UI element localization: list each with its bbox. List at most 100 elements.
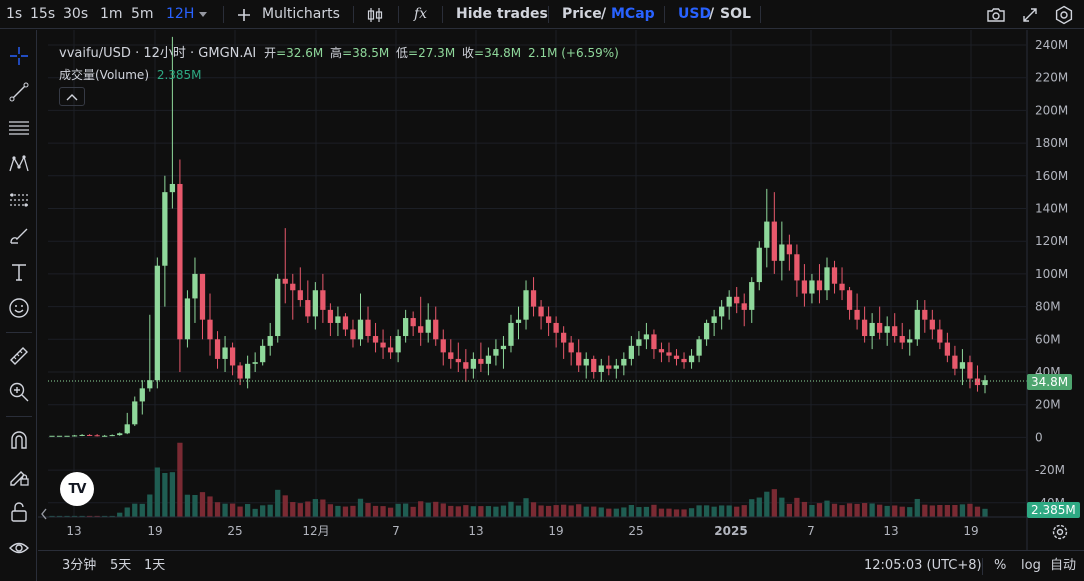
- brush-tool[interactable]: [5, 222, 33, 250]
- pattern-tool[interactable]: [5, 150, 33, 178]
- volume-bar: [703, 505, 710, 517]
- interval-12h[interactable]: 12H: [166, 6, 195, 22]
- interval-1s[interactable]: 1s: [6, 6, 23, 22]
- candle-body: [636, 339, 642, 346]
- multicharts-button[interactable]: Multicharts: [236, 0, 340, 29]
- sol-toggle[interactable]: SOL: [720, 6, 751, 22]
- ruler-tool[interactable]: [5, 342, 33, 370]
- volume-bar: [854, 503, 860, 517]
- volume-bar: [169, 472, 176, 517]
- collapse-legend-button[interactable]: [59, 87, 85, 106]
- indicators-button[interactable]: fx: [414, 0, 427, 29]
- timezone-clock[interactable]: 12:05:03 (UTC+8): [864, 558, 982, 573]
- trendline-tool[interactable]: [5, 78, 33, 106]
- candle-body: [643, 334, 650, 340]
- camera-icon: [987, 7, 1005, 22]
- volume-bar: [350, 505, 356, 517]
- chart-grid: [48, 30, 1026, 517]
- volume-bar: [568, 505, 574, 517]
- candle-body: [229, 347, 236, 366]
- usd-toggle[interactable]: USD: [678, 6, 712, 22]
- interval-dropdown[interactable]: [198, 0, 208, 29]
- interval-15s[interactable]: 15s: [30, 6, 56, 22]
- candle-body: [771, 221, 777, 261]
- log-toggle[interactable]: log: [1021, 558, 1041, 573]
- volume-bar: [922, 504, 928, 517]
- volume-bar: [861, 503, 868, 517]
- volume-bar: [651, 504, 657, 517]
- emoji-tool[interactable]: [5, 294, 33, 322]
- candle-body: [530, 290, 537, 307]
- magnet-tool[interactable]: [5, 426, 33, 454]
- volume-bar: [959, 504, 966, 517]
- volume-bar: [779, 497, 785, 517]
- volume-bar: [884, 505, 890, 517]
- candle-body: [824, 267, 830, 291]
- interval-30s[interactable]: 30s: [63, 6, 89, 22]
- volume-bar: [267, 504, 273, 517]
- volume-bar: [681, 509, 687, 517]
- volume-bar: [576, 504, 582, 517]
- volume-bar: [741, 505, 747, 517]
- candle-body: [214, 339, 221, 359]
- close-label: 收: [462, 46, 475, 60]
- volume-bar: [907, 507, 913, 517]
- price-tick-label: 20M: [1035, 398, 1061, 412]
- toolbar-divider: [442, 6, 443, 23]
- candle-body: [786, 244, 793, 255]
- chart-type-button[interactable]: [366, 0, 384, 29]
- tradingview-logo[interactable]: TV: [60, 472, 94, 506]
- hide-drawings-tool[interactable]: [5, 534, 33, 562]
- candle-body: [433, 319, 439, 340]
- volume-bar: [591, 506, 597, 517]
- volume-label: 成交量(Volume): [59, 68, 149, 82]
- interval-5m[interactable]: 5m: [131, 6, 154, 22]
- price-toggle[interactable]: Price: [562, 6, 602, 22]
- zoom-tool[interactable]: [5, 378, 33, 406]
- volume-bar: [824, 500, 830, 517]
- candle-body: [749, 282, 755, 310]
- range-1d[interactable]: 1天: [144, 558, 166, 573]
- candle-body: [71, 435, 78, 437]
- range-3min[interactable]: 3分钟: [62, 558, 97, 573]
- fib-tool[interactable]: [5, 114, 33, 142]
- crosshair-tool[interactable]: [5, 42, 33, 70]
- price-tick-label: 100M: [1035, 267, 1068, 281]
- measure-tool[interactable]: [5, 186, 33, 214]
- range-5d[interactable]: 5天: [110, 558, 132, 573]
- scroll-left-button[interactable]: [40, 506, 48, 520]
- auto-toggle[interactable]: 自动: [1050, 558, 1077, 573]
- screenshot-button[interactable]: [982, 0, 1010, 29]
- text-tool[interactable]: [5, 258, 33, 286]
- settings-button[interactable]: [1050, 0, 1078, 29]
- hide-trades-button[interactable]: Hide trades: [456, 6, 548, 22]
- percent-toggle[interactable]: %: [994, 558, 1007, 573]
- axis-settings-button[interactable]: [1050, 522, 1070, 542]
- sidebar-divider: [6, 416, 32, 417]
- lock-drawing-tool[interactable]: [5, 462, 33, 490]
- volume-bar: [455, 506, 461, 517]
- toolbar-divider: [223, 6, 224, 23]
- volume-bar: [282, 495, 288, 517]
- volume-bar: [786, 503, 793, 517]
- volume-bar: [132, 503, 138, 517]
- candle-body: [892, 326, 898, 337]
- time-axis: 13 19 25 12月 7 13 19 25 2025 7 13 19: [38, 516, 1027, 538]
- interval-1m[interactable]: 1m: [100, 6, 123, 22]
- volume-bar: [485, 506, 492, 517]
- volume-bar: [553, 505, 559, 517]
- volume-bar: [688, 508, 695, 517]
- candle-body: [583, 358, 589, 366]
- time-tick-label: 13: [883, 524, 898, 538]
- candle-body: [576, 352, 582, 366]
- time-tick-label: 25: [628, 524, 643, 538]
- volume-bar: [598, 507, 604, 517]
- lock-tool[interactable]: [5, 498, 33, 526]
- fullscreen-button[interactable]: [1016, 0, 1044, 29]
- mcap-toggle[interactable]: MCap: [611, 6, 655, 22]
- volume-bar: [177, 442, 183, 517]
- volume-bar: [734, 506, 740, 517]
- price-axis: 240M220M200M180M160M140M120M100M80M60M40…: [1026, 30, 1068, 550]
